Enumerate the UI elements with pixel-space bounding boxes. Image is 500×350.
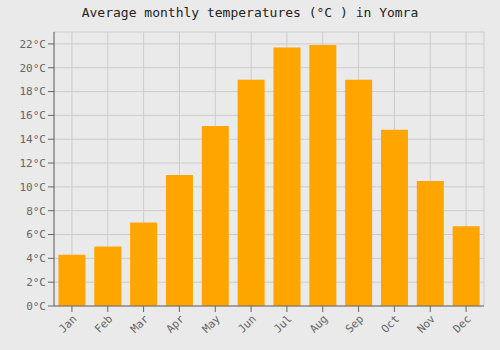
svg-text:4°C: 4°C — [26, 252, 46, 265]
svg-text:Jan: Jan — [56, 312, 79, 335]
svg-text:Mar: Mar — [128, 312, 152, 336]
svg-text:Aug: Aug — [307, 312, 330, 335]
svg-text:0°C: 0°C — [26, 300, 46, 313]
svg-text:12°C: 12°C — [20, 157, 47, 170]
svg-text:16°C: 16°C — [20, 109, 47, 122]
svg-text:Apr: Apr — [164, 312, 188, 336]
svg-text:Nov: Nov — [415, 312, 439, 336]
svg-text:Sep: Sep — [343, 312, 366, 335]
svg-text:8°C: 8°C — [26, 205, 46, 218]
svg-text:18°C: 18°C — [20, 85, 47, 98]
svg-text:Feb: Feb — [92, 312, 115, 335]
svg-text:Oct: Oct — [379, 312, 402, 335]
svg-text:Jul: Jul — [271, 312, 294, 335]
html-text:Average monthly temperatures (: Average monthly temperatures (°C ) in Yo… — [81, 5, 419, 20]
svg-text:Dec: Dec — [450, 312, 473, 335]
svg-text:14°C: 14°C — [20, 133, 47, 146]
svg-text:Jun: Jun — [235, 312, 258, 335]
svg-text:6°C: 6°C — [26, 228, 46, 241]
svg-text:2°C: 2°C — [26, 276, 46, 289]
svg-text:May: May — [200, 312, 224, 336]
svg-text:10°C: 10°C — [20, 181, 47, 194]
svg-text:20°C: 20°C — [20, 62, 47, 75]
svg-text:22°C: 22°C — [20, 38, 47, 51]
